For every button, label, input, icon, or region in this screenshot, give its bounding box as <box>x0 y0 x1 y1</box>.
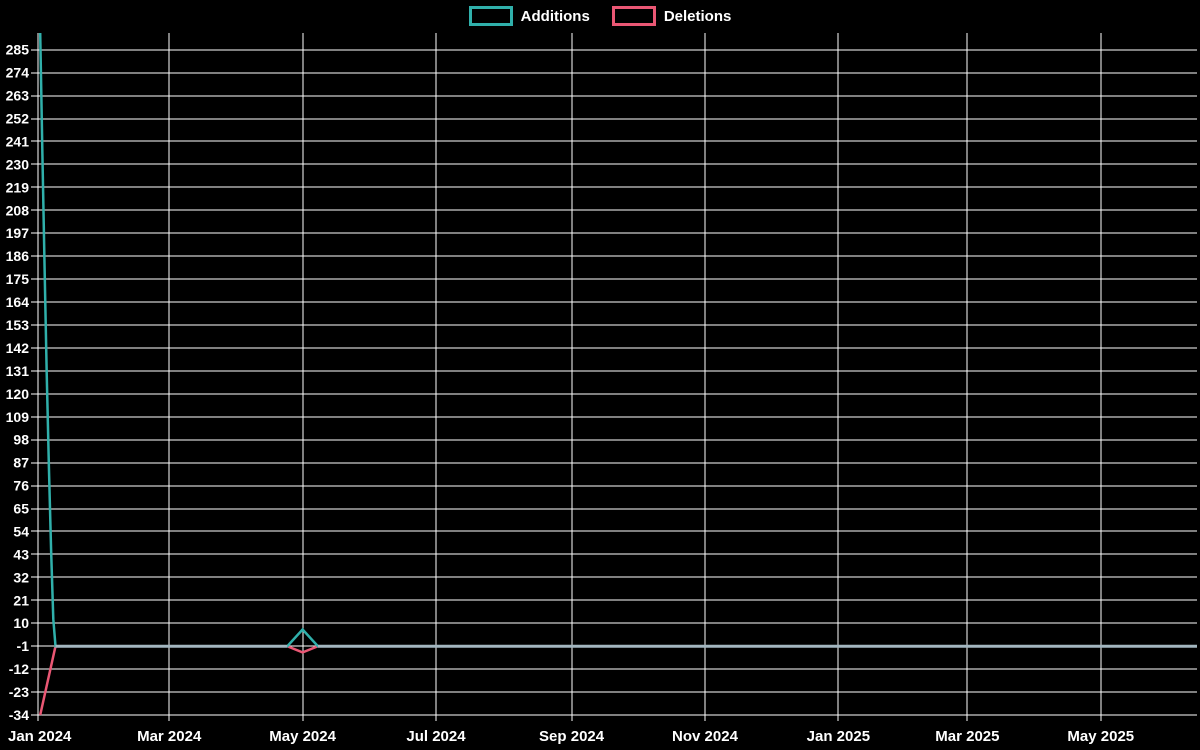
chart-legend: Additions Deletions <box>0 6 1200 26</box>
deletions-swatch-icon <box>611 6 656 26</box>
y-tick-label: 98 <box>13 432 29 448</box>
y-tick-label: 274 <box>6 65 30 81</box>
additions-swatch-icon <box>468 6 513 26</box>
y-tick-label: 65 <box>13 501 29 517</box>
y-tick-label: 120 <box>6 386 30 402</box>
y-tick-label: 43 <box>13 546 29 562</box>
y-tick-label: 142 <box>6 340 30 356</box>
y-tick-label: 109 <box>6 409 30 425</box>
y-tick-label: 186 <box>6 248 30 264</box>
y-tick-label: 164 <box>6 294 30 310</box>
y-tick-label: 153 <box>6 317 30 333</box>
x-axis-labels: Jan 2024 Mar 2024 May 2024 Jul 2024 Sep 2024… <box>8 728 1134 745</box>
legend-label-deletions: Deletions <box>663 7 732 25</box>
y-tick-label: 87 <box>13 455 29 471</box>
y-tick-label: 197 <box>6 225 30 241</box>
y-tick-label: 263 <box>6 88 30 104</box>
y-tick-label: 32 <box>13 569 29 585</box>
y-tick-label: 21 <box>13 592 29 608</box>
y-tick-label: 230 <box>6 156 30 172</box>
x-tick-label: May 2024 <box>269 728 336 745</box>
gridlines <box>37 33 1197 716</box>
y-tick-label: 76 <box>13 478 29 494</box>
y-tick-label: 131 <box>6 363 30 379</box>
x-tick-label: Mar 2024 <box>137 728 202 745</box>
additions-line <box>38 32 1197 648</box>
legend-item-additions[interactable]: Additions <box>468 6 590 26</box>
y-tick-label: 175 <box>6 271 30 287</box>
x-tick-label: Nov 2024 <box>672 728 739 745</box>
x-tick-label: Jan 2024 <box>8 728 72 745</box>
x-tick-label: Mar 2025 <box>935 728 999 745</box>
deletions-line <box>38 644 1197 716</box>
x-tick-label: Sep 2024 <box>539 728 605 745</box>
y-tick-label: 219 <box>6 179 30 195</box>
y-tick-label: 252 <box>6 111 30 127</box>
y-tick-label: 241 <box>6 133 30 149</box>
axes <box>31 33 1197 721</box>
y-tick-label: 285 <box>6 42 30 58</box>
y-tick-label: -12 <box>9 661 29 677</box>
y-tick-label: 54 <box>13 523 29 539</box>
y-tick-label: -34 <box>9 707 29 723</box>
y-tick-label: -23 <box>9 684 29 700</box>
x-tick-label: Jul 2024 <box>406 728 466 745</box>
x-tick-label: Jan 2025 <box>807 728 870 745</box>
x-tick-label: May 2025 <box>1067 728 1134 745</box>
legend-item-deletions[interactable]: Deletions <box>611 6 732 26</box>
y-tick-label: 208 <box>6 202 30 218</box>
legend-label-additions: Additions <box>520 7 590 25</box>
y-tick-label: 10 <box>13 615 29 631</box>
y-axis-labels: 285 274 263 252 241 230 219 208 197 186 175 164 153 1… <box>6 42 30 723</box>
y-tick-label: -1 <box>17 638 30 654</box>
